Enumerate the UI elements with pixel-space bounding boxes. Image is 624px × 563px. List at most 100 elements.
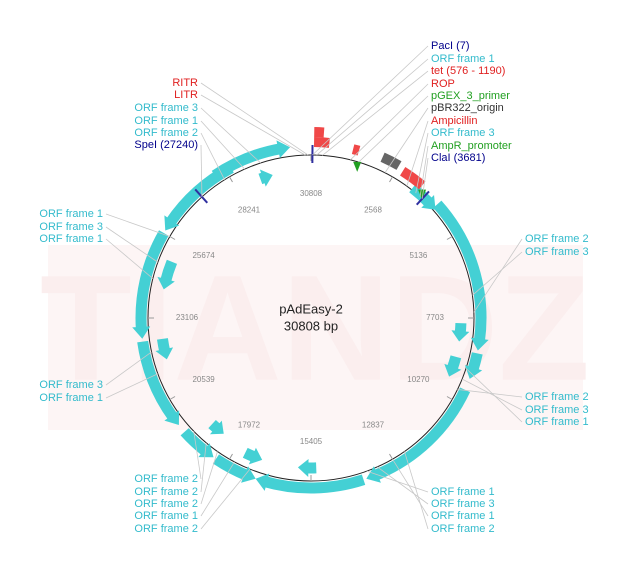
feature-label: ORF frame 1 xyxy=(525,416,589,428)
label-leader xyxy=(316,58,429,156)
orf-arrowhead xyxy=(209,420,224,435)
orf-arrowhead xyxy=(444,363,462,377)
site-marker xyxy=(194,188,209,204)
orf-feature xyxy=(137,340,178,422)
orf-arrowhead xyxy=(241,466,256,483)
label-leader xyxy=(406,120,429,187)
label-leader xyxy=(105,238,154,279)
feature-label: ORF frame 3 xyxy=(525,404,589,416)
feature-label: RITR xyxy=(172,77,198,89)
label-leader xyxy=(415,132,429,194)
feature-label: ORF frame 2 xyxy=(134,523,198,535)
feature-label: ORF frame 2 xyxy=(134,473,198,485)
plasmid-name: pAdEasy-2 xyxy=(279,301,343,316)
label-leader xyxy=(358,95,429,163)
position-label: 10270 xyxy=(407,375,430,384)
position-label: 20539 xyxy=(192,375,215,384)
label-leader xyxy=(419,145,429,197)
label-leader xyxy=(105,373,158,399)
orf-arrowhead xyxy=(155,347,174,360)
label-leader xyxy=(392,458,429,517)
label-leader xyxy=(200,94,306,156)
label-leader xyxy=(200,82,309,156)
position-tick xyxy=(169,396,176,400)
watermark-band xyxy=(48,245,583,430)
position-tick xyxy=(446,236,453,240)
feature-label: ORF frame 2 xyxy=(134,498,198,510)
feature-label: SpeI (27240) xyxy=(134,139,198,151)
feature xyxy=(399,167,426,190)
feature-label: ORF frame 3 xyxy=(39,379,103,391)
feature-label: ORF frame 1 xyxy=(39,208,103,220)
orf-arrowhead xyxy=(198,443,214,458)
feature-label: PacI (7) xyxy=(431,40,470,52)
orf-arrowhead xyxy=(464,365,483,379)
watermark: TIANDZ xyxy=(40,244,590,412)
orf-arrowhead xyxy=(421,194,436,210)
feature-label: ORF frame 3 xyxy=(431,127,495,139)
label-leader xyxy=(200,468,251,530)
feature-label: ORF frame 1 xyxy=(134,510,198,522)
orf-arrowhead xyxy=(157,276,175,290)
feature-label: ORF frame 2 xyxy=(134,486,198,498)
plasmid-size: 30808 bp xyxy=(284,318,338,333)
promoter-marker xyxy=(418,189,427,200)
feature-label: ORF frame 1 xyxy=(39,233,103,245)
label-leader xyxy=(384,107,429,173)
label-leader xyxy=(404,451,429,530)
orf-arrowhead xyxy=(164,410,180,425)
orf-arrowhead xyxy=(366,466,381,483)
position-label: 17972 xyxy=(238,420,261,429)
feature xyxy=(380,152,402,170)
orf-arrowhead xyxy=(164,215,180,231)
orf-arrowhead xyxy=(276,140,291,158)
label-leader xyxy=(193,431,202,480)
position-tick xyxy=(446,396,453,400)
feature-label: ORF frame 2 xyxy=(431,523,495,535)
position-tick xyxy=(229,176,233,183)
label-leader xyxy=(200,461,235,517)
position-label: 25674 xyxy=(192,251,215,260)
label-leader xyxy=(461,378,523,411)
label-leader xyxy=(377,466,429,505)
feature-label: Ampicillin xyxy=(431,115,477,127)
position-label: 12837 xyxy=(362,420,385,429)
orf-feature xyxy=(135,230,169,331)
feature xyxy=(351,144,361,156)
label-leader xyxy=(200,144,203,197)
orf-arrowhead xyxy=(255,473,270,491)
position-tick xyxy=(389,176,393,183)
orf-arrowhead xyxy=(297,458,309,477)
feature-label: ORF frame 2 xyxy=(525,233,589,245)
feature-label: ORF frame 1 xyxy=(134,115,198,127)
feature xyxy=(313,137,330,148)
label-leader xyxy=(200,120,245,170)
feature-label: ORF frame 1 xyxy=(431,53,495,65)
position-label: 7703 xyxy=(426,313,444,322)
feature-label: ORF frame 3 xyxy=(39,221,103,233)
position-label: 15405 xyxy=(300,437,323,446)
feature-label: ORF frame 1 xyxy=(431,510,495,522)
position-label: 5136 xyxy=(409,251,427,260)
orf-arrowhead xyxy=(451,330,470,342)
feature-label: pGEX_3_primer xyxy=(431,90,510,102)
feature-label: pBR322_origin xyxy=(431,102,504,114)
orf-feature xyxy=(262,474,366,494)
label-leader xyxy=(105,213,170,237)
label-leader xyxy=(200,132,225,180)
feature-label: ORF frame 1 xyxy=(39,392,103,404)
label-leader xyxy=(105,226,159,263)
orf-feature xyxy=(433,200,487,343)
label-leader xyxy=(105,351,152,386)
feature-label: ORF frame 3 xyxy=(525,246,589,258)
label-leader xyxy=(322,70,429,156)
position-tick xyxy=(229,453,233,460)
feature-label: AmpR_promoter xyxy=(431,140,512,152)
promoter-marker xyxy=(353,161,362,172)
orf-arrowhead xyxy=(259,169,273,187)
feature-label: ORF frame 3 xyxy=(134,102,198,114)
feature-label: tet (576 - 1190) xyxy=(431,65,505,77)
label-leader xyxy=(472,251,523,296)
orf-arrowhead xyxy=(248,447,263,465)
